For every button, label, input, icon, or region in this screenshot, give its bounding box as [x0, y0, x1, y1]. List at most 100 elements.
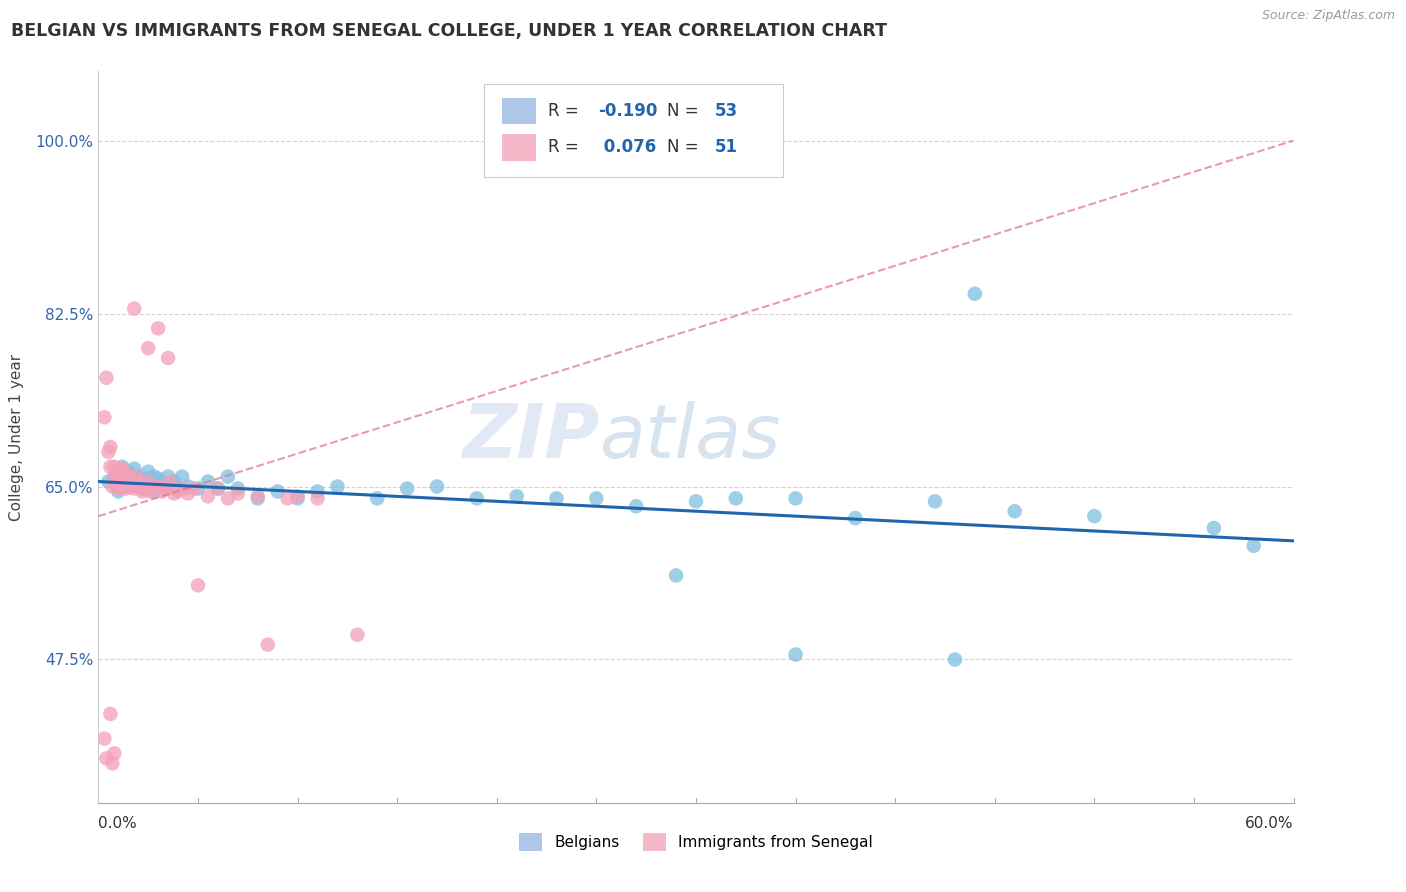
Legend: Belgians, Immigrants from Senegal: Belgians, Immigrants from Senegal — [513, 827, 879, 857]
Point — [307, 491, 329, 506]
Point — [724, 491, 747, 506]
Text: N =: N = — [668, 138, 704, 156]
Point — [197, 489, 219, 503]
Point — [124, 461, 146, 475]
Point — [1243, 539, 1265, 553]
FancyBboxPatch shape — [485, 84, 783, 178]
Point — [117, 469, 139, 483]
Point — [785, 648, 807, 662]
Point — [326, 479, 349, 493]
Point — [124, 482, 146, 496]
Point — [139, 484, 162, 499]
Point — [107, 469, 129, 483]
Point — [277, 491, 299, 506]
Point — [125, 469, 148, 483]
Text: ZIP: ZIP — [463, 401, 600, 474]
Text: R =: R = — [548, 102, 583, 120]
Point — [177, 486, 200, 500]
Point — [103, 459, 125, 474]
Text: N =: N = — [668, 102, 704, 120]
Text: BELGIAN VS IMMIGRANTS FROM SENEGAL COLLEGE, UNDER 1 YEAR CORRELATION CHART: BELGIAN VS IMMIGRANTS FROM SENEGAL COLLE… — [11, 22, 887, 40]
Point — [129, 475, 152, 489]
Point — [217, 469, 239, 483]
Point — [346, 628, 368, 642]
Point — [96, 371, 118, 385]
Text: Source: ZipAtlas.com: Source: ZipAtlas.com — [1261, 9, 1395, 22]
Point — [148, 472, 170, 486]
Point — [187, 578, 209, 592]
Bar — [502, 98, 536, 124]
Point — [117, 465, 139, 479]
Point — [546, 491, 568, 506]
Point — [177, 479, 200, 493]
Point — [150, 484, 173, 499]
Point — [217, 491, 239, 506]
Text: 0.0%: 0.0% — [98, 816, 138, 830]
Point — [107, 465, 129, 479]
Point — [785, 491, 807, 506]
Text: 0.076: 0.076 — [598, 138, 657, 156]
Point — [366, 491, 388, 506]
Point — [131, 475, 153, 489]
Point — [93, 731, 115, 746]
Point — [183, 482, 205, 496]
Text: atlas: atlas — [600, 401, 782, 473]
Point — [287, 489, 309, 503]
Point — [112, 465, 135, 479]
Point — [163, 486, 186, 500]
Point — [665, 568, 688, 582]
Point — [103, 469, 125, 483]
Point — [103, 469, 125, 483]
Point — [107, 484, 129, 499]
Point — [111, 459, 134, 474]
Point — [136, 477, 159, 491]
Point — [287, 491, 309, 506]
Point — [115, 482, 138, 496]
Point — [187, 482, 209, 496]
Point — [226, 482, 249, 496]
Point — [117, 475, 139, 489]
Point — [97, 445, 120, 459]
Y-axis label: College, Under 1 year: College, Under 1 year — [10, 353, 24, 521]
Point — [148, 479, 170, 493]
Point — [396, 482, 419, 496]
Point — [101, 756, 124, 771]
Point — [124, 301, 146, 316]
Point — [143, 484, 166, 499]
Text: 51: 51 — [716, 138, 738, 156]
Point — [112, 475, 135, 489]
Point — [148, 479, 170, 493]
Point — [134, 482, 156, 496]
Point — [150, 475, 173, 489]
Point — [98, 459, 122, 474]
Text: 53: 53 — [716, 102, 738, 120]
Point — [121, 475, 143, 489]
Point — [1004, 504, 1026, 518]
Bar — [502, 135, 536, 161]
Point — [157, 469, 180, 483]
Point — [136, 465, 159, 479]
Point — [626, 500, 648, 514]
Point — [172, 469, 194, 483]
Point — [148, 321, 170, 335]
Point — [103, 747, 125, 761]
Point — [117, 479, 139, 493]
Point — [131, 484, 153, 499]
Point — [585, 491, 607, 506]
Point — [167, 484, 190, 499]
Point — [943, 652, 966, 666]
Point — [307, 484, 329, 499]
Point — [136, 475, 159, 489]
Point — [963, 286, 986, 301]
Point — [246, 491, 269, 506]
Point — [111, 461, 134, 475]
Point — [246, 489, 269, 503]
Point — [267, 484, 290, 499]
Point — [136, 472, 159, 486]
Point — [426, 479, 449, 493]
Point — [110, 472, 132, 486]
Point — [465, 491, 488, 506]
Point — [159, 475, 181, 489]
Point — [1083, 509, 1105, 524]
Point — [155, 482, 177, 496]
